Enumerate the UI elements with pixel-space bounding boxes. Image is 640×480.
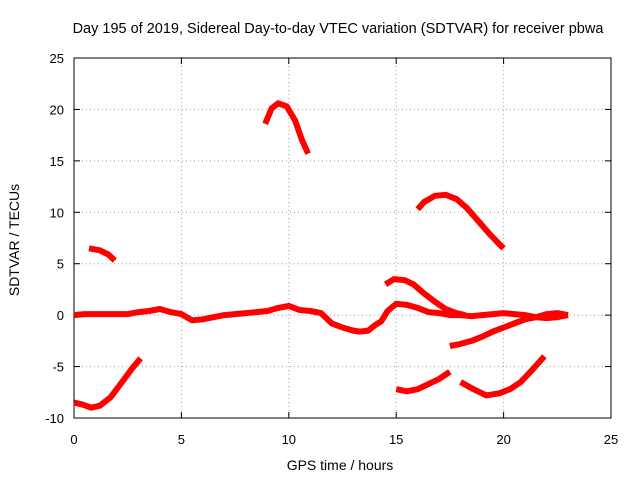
x-axis-title: GPS time / hours (287, 457, 394, 473)
y-tick-label: 0 (57, 308, 64, 323)
plot-frame (73, 57, 612, 419)
x-tick-label: 15 (389, 432, 403, 447)
x-tick-label: 25 (604, 432, 618, 447)
series-layer (73, 100, 569, 411)
series-line-arc-5 (383, 276, 466, 319)
series-line-arc-2 (73, 356, 143, 411)
x-tick-label: 5 (178, 432, 185, 447)
x-tick-label: 10 (282, 432, 296, 447)
y-tick-label: 20 (50, 102, 64, 117)
series-line-arc-9 (459, 354, 547, 399)
x-tick-label: 20 (496, 432, 510, 447)
y-tick-label: 5 (57, 257, 64, 272)
chart-title: Day 195 of 2019, Sidereal Day-to-day VTE… (73, 21, 605, 37)
series-line-arc-7 (395, 369, 452, 395)
series-line-arc-4 (262, 100, 311, 155)
y-tick-label: 25 (50, 51, 64, 66)
x-tick-label: 0 (70, 432, 77, 447)
series-line-arc-3 (73, 300, 569, 335)
y-tick-label: -10 (45, 411, 64, 426)
y-tick-label: 10 (50, 205, 64, 220)
y-tick-label: -5 (52, 360, 64, 375)
series-line-arc-8 (449, 312, 569, 349)
grid (74, 58, 611, 418)
series-line-arc-6 (415, 191, 506, 251)
ticks: 0 5 10 15 20 25 -10 -5 0 5 10 15 20 25 (45, 51, 618, 447)
series-line-arc-1 (88, 245, 117, 263)
y-tick-label: 15 (50, 154, 64, 169)
y-axis-title: SDTVAR / TECUs (6, 184, 22, 296)
